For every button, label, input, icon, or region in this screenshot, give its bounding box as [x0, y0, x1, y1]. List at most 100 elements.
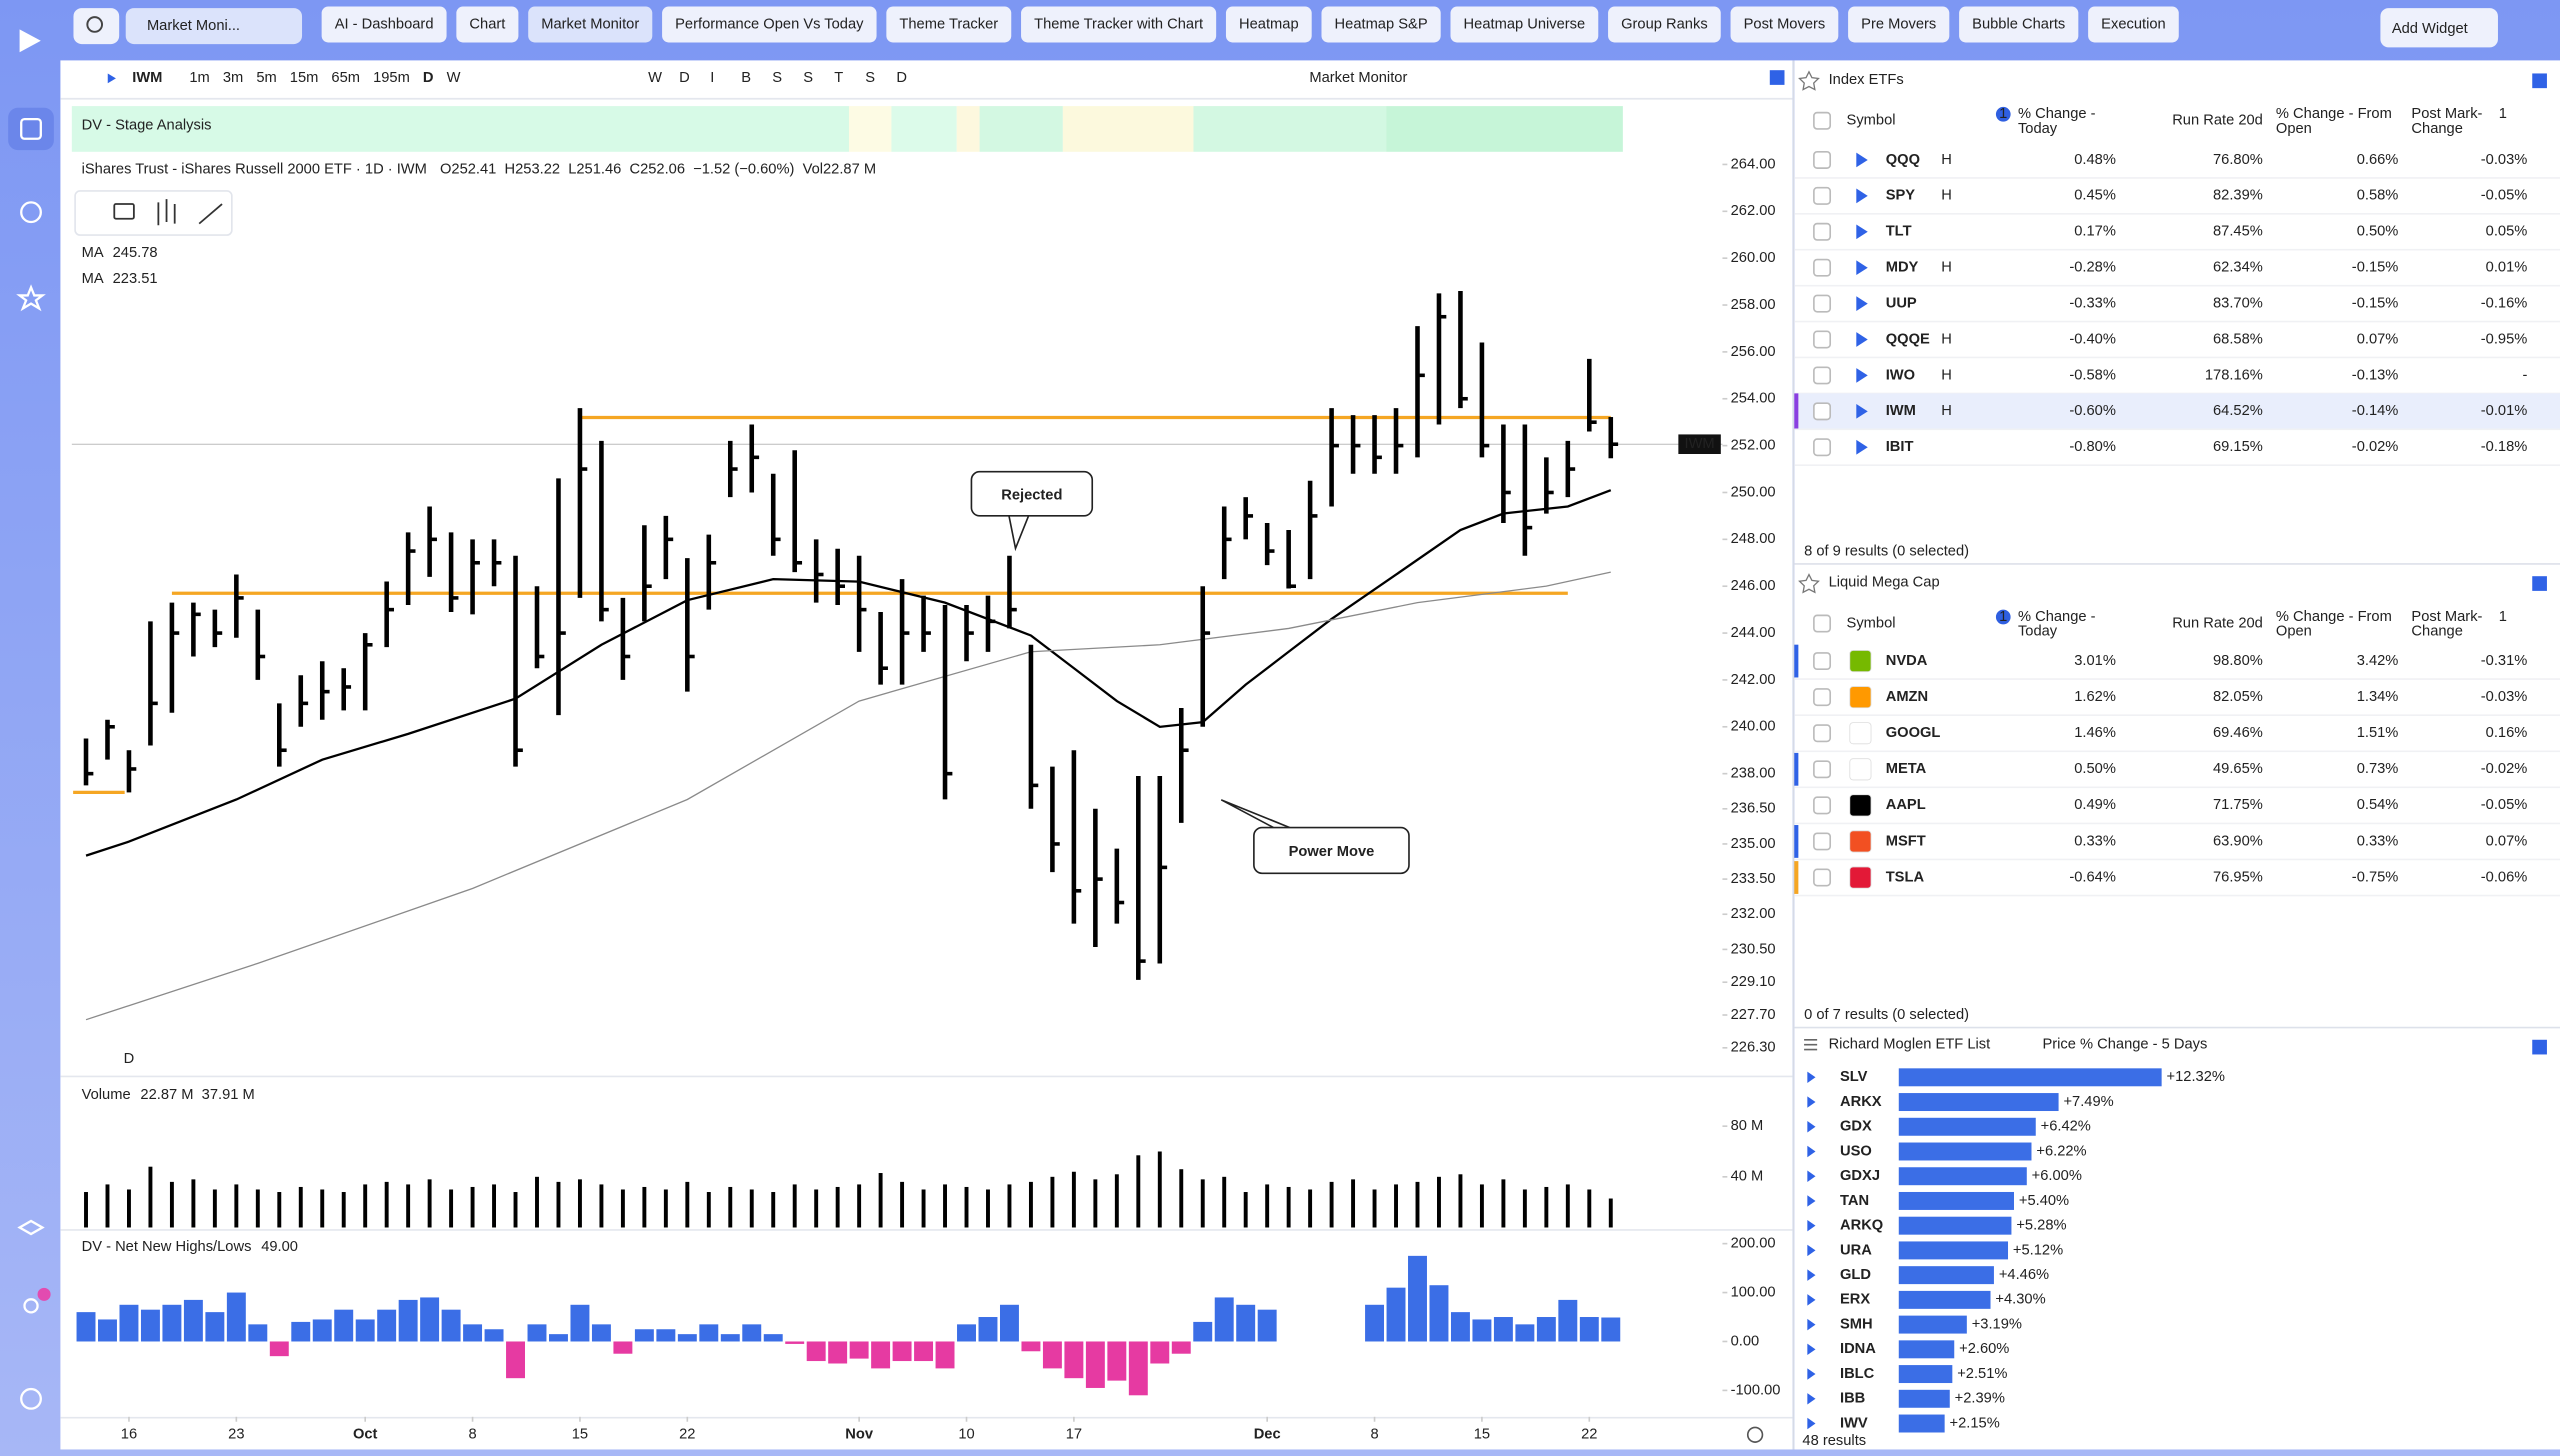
- panel-toggle[interactable]: [2532, 1039, 2547, 1055]
- column-header[interactable]: Run Rate 20d: [2172, 113, 2263, 129]
- tool-icon[interactable]: [198, 203, 223, 225]
- nav-icon[interactable]: [23, 1298, 39, 1314]
- tab[interactable]: [1450, 6, 1599, 43]
- tab-label[interactable]: Heatmap Universe: [1464, 16, 1586, 32]
- symbol[interactable]: IWO: [1886, 367, 1915, 383]
- tab-label[interactable]: Theme Tracker: [899, 16, 998, 32]
- interval-button[interactable]: 65m: [331, 70, 360, 86]
- play-icon[interactable]: [1856, 439, 1868, 455]
- sort-field[interactable]: Price % Change - 5 Days: [2042, 1037, 2207, 1053]
- symbol[interactable]: MSFT: [1886, 833, 1926, 849]
- select-all[interactable]: [1813, 614, 1832, 633]
- column-header[interactable]: Symbol: [1847, 615, 1896, 631]
- symbol[interactable]: META: [1886, 761, 1927, 777]
- row-checkbox[interactable]: [1813, 186, 1832, 205]
- toolbar-button[interactable]: D: [679, 70, 690, 86]
- symbol[interactable]: AMZN: [1886, 689, 1928, 705]
- tool-icon[interactable]: [157, 199, 176, 226]
- row-checkbox[interactable]: [1813, 150, 1832, 169]
- select-all[interactable]: [1813, 111, 1832, 130]
- row-checkbox[interactable]: [1813, 724, 1832, 743]
- row-checkbox[interactable]: [1813, 438, 1832, 457]
- tab-label[interactable]: Heatmap S&P: [1335, 16, 1428, 32]
- tab[interactable]: [2088, 6, 2179, 43]
- symbol[interactable]: GOOGL: [1886, 725, 1941, 741]
- column-header[interactable]: % Change - From: [2276, 106, 2392, 122]
- tab[interactable]: [456, 6, 519, 43]
- panel-toggle[interactable]: [1769, 70, 1785, 85]
- workspace-select[interactable]: Market Moni...: [147, 18, 240, 34]
- toolbar-button[interactable]: S: [772, 70, 782, 86]
- toolbar-button[interactable]: B: [741, 70, 751, 86]
- play-icon[interactable]: [1856, 332, 1868, 347]
- workspace-select-box[interactable]: [125, 8, 303, 45]
- interval-button[interactable]: 15m: [290, 70, 319, 86]
- tab[interactable]: [1608, 6, 1721, 43]
- tab-label[interactable]: Group Ranks: [1621, 16, 1708, 32]
- play-icon[interactable]: [1807, 1318, 1816, 1331]
- column-header[interactable]: Symbol: [1847, 113, 1896, 129]
- play-icon[interactable]: [1807, 1368, 1816, 1380]
- toolbar-button[interactable]: S: [803, 70, 813, 86]
- play-icon[interactable]: [1807, 1121, 1816, 1133]
- column-header[interactable]: Post Mark-: [2411, 609, 2482, 625]
- play-icon[interactable]: [1807, 1294, 1816, 1306]
- row-checkbox[interactable]: [1813, 688, 1832, 707]
- nav-icon[interactable]: [20, 201, 42, 224]
- play-icon[interactable]: [1807, 1145, 1816, 1158]
- play-icon[interactable]: [1807, 1269, 1816, 1281]
- tab-label[interactable]: Post Movers: [1744, 16, 1826, 32]
- row-checkbox[interactable]: [1813, 832, 1832, 851]
- play-icon[interactable]: [1807, 1071, 1816, 1084]
- toolbar-button[interactable]: W: [648, 70, 662, 86]
- play-icon[interactable]: [1807, 1393, 1816, 1405]
- toolbar-button[interactable]: S: [865, 70, 875, 86]
- symbol[interactable]: SPY: [1886, 188, 1916, 204]
- column-header[interactable]: Run Rate 20d: [2172, 615, 2263, 631]
- search-button[interactable]: [73, 8, 120, 45]
- tab[interactable]: [1021, 6, 1217, 43]
- tab[interactable]: [1730, 6, 1839, 43]
- nav-icon[interactable]: [17, 1219, 45, 1236]
- row-checkbox[interactable]: [1813, 868, 1832, 887]
- row-checkbox[interactable]: [1813, 796, 1832, 815]
- panel-title[interactable]: Richard Moglen ETF List: [1829, 1037, 1991, 1053]
- play-icon[interactable]: [1856, 152, 1868, 168]
- row-checkbox[interactable]: [1813, 652, 1832, 671]
- tab-label[interactable]: Chart: [469, 16, 505, 32]
- tab-label[interactable]: Performance Open Vs Today: [675, 16, 864, 32]
- symbol[interactable]: UUP: [1886, 295, 1917, 311]
- tab[interactable]: [528, 6, 653, 43]
- interval-button[interactable]: W: [447, 70, 461, 86]
- play-icon[interactable]: [1856, 368, 1868, 383]
- row-checkbox[interactable]: [1813, 222, 1832, 241]
- play-icon[interactable]: [1856, 188, 1868, 204]
- column-header[interactable]: Open: [2276, 624, 2312, 640]
- tab-label[interactable]: Market Monitor: [541, 16, 639, 32]
- tab[interactable]: [886, 6, 1012, 43]
- column-header[interactable]: Open: [2276, 121, 2312, 137]
- symbol-input[interactable]: IWM: [132, 70, 162, 86]
- tab-label[interactable]: Bubble Charts: [1972, 16, 2065, 32]
- tool-icon[interactable]: [113, 203, 135, 220]
- toolbar-button[interactable]: I: [710, 70, 714, 86]
- play-icon[interactable]: [1807, 1096, 1816, 1108]
- row-checkbox[interactable]: [1813, 294, 1832, 313]
- symbol[interactable]: NVDA: [1886, 653, 1928, 669]
- interval-button[interactable]: 5m: [256, 70, 276, 86]
- symbol[interactable]: AAPL: [1886, 797, 1926, 813]
- interval-button[interactable]: D: [423, 70, 434, 86]
- column-header[interactable]: % Change - From: [2276, 609, 2392, 625]
- tab[interactable]: [1321, 6, 1441, 43]
- tab[interactable]: [1959, 6, 2079, 43]
- interval-button[interactable]: 3m: [223, 70, 243, 86]
- column-header[interactable]: Change: [2411, 121, 2462, 137]
- tab-label[interactable]: Heatmap: [1239, 16, 1299, 32]
- nav-icon[interactable]: [20, 118, 42, 140]
- column-header[interactable]: % Change -: [2018, 106, 2096, 122]
- interval-button[interactable]: 195m: [373, 70, 410, 86]
- play-icon[interactable]: [1856, 224, 1868, 240]
- tab-label[interactable]: Pre Movers: [1861, 16, 1936, 32]
- play-icon[interactable]: [1807, 1343, 1816, 1356]
- tab[interactable]: [1225, 6, 1312, 43]
